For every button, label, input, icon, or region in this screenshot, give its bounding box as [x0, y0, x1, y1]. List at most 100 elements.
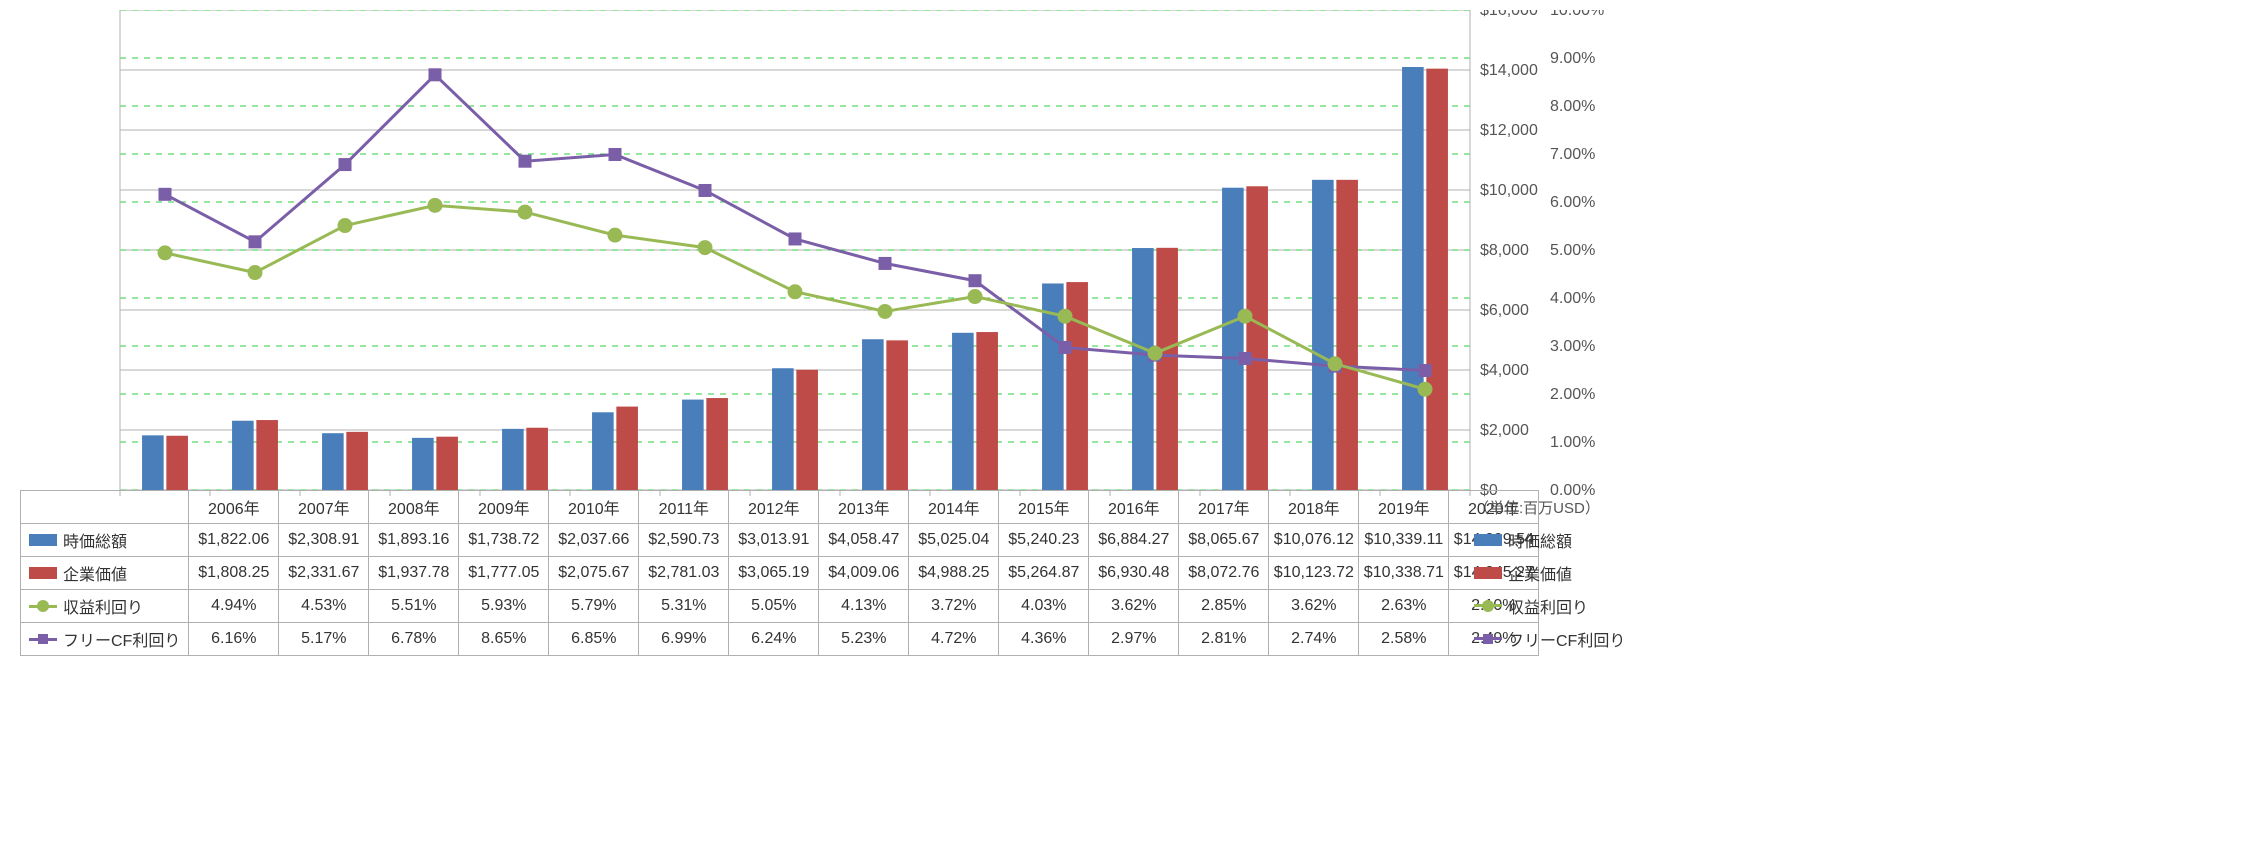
svg-text:1.00%: 1.00% [1550, 434, 1595, 451]
table-row-header: 時価総額 [21, 524, 189, 557]
table-cell: $8,072.76 [1179, 557, 1269, 590]
bar-enterprise-value [166, 436, 188, 490]
svg-text:$4,000: $4,000 [1480, 362, 1529, 379]
table-col-header: 2019年 [1359, 491, 1449, 524]
table-cell: $10,338.71 [1359, 557, 1449, 590]
table-cell: 6.85% [549, 623, 639, 656]
table-cell: $4,988.25 [909, 557, 999, 590]
bar-enterprise-value [526, 428, 548, 490]
table-cell: 2.81% [1179, 623, 1269, 656]
table-col-header: 2016年 [1089, 491, 1179, 524]
bar-market-cap [322, 433, 344, 490]
data-table: 2006年2007年2008年2009年2010年2011年2012年2013年… [20, 490, 1539, 656]
table-cell: $2,075.67 [549, 557, 639, 590]
table-cell: 2.63% [1359, 590, 1449, 623]
bar-enterprise-value [346, 432, 368, 490]
svg-text:8.00%: 8.00% [1550, 98, 1595, 115]
table-col-header: 2018年 [1269, 491, 1359, 524]
table-cell: $10,076.12 [1269, 524, 1359, 557]
bar-enterprise-value [976, 332, 998, 490]
table-cell: $10,123.72 [1269, 557, 1359, 590]
table-cell: $1,777.05 [459, 557, 549, 590]
table-row-header: 企業価値 [21, 557, 189, 590]
table-cell: $3,013.91 [729, 524, 819, 557]
table-col-header: 2011年 [639, 491, 729, 524]
svg-text:7.00%: 7.00% [1550, 146, 1595, 163]
bar-enterprise-value [796, 370, 818, 490]
svg-text:$10,000: $10,000 [1480, 182, 1538, 199]
table-cell: $5,025.04 [909, 524, 999, 557]
table-cell: 4.94% [189, 590, 279, 623]
svg-text:6.00%: 6.00% [1550, 194, 1595, 211]
svg-text:2.00%: 2.00% [1550, 386, 1595, 403]
table-cell: $1,822.06 [189, 524, 279, 557]
table-cell: $1,808.25 [189, 557, 279, 590]
table-cell: $2,781.03 [639, 557, 729, 590]
table-cell: 4.03% [999, 590, 1089, 623]
table-cell: 4.72% [909, 623, 999, 656]
table-cell: 5.51% [369, 590, 459, 623]
bar-market-cap [1222, 188, 1244, 490]
svg-text:$6,000: $6,000 [1480, 302, 1529, 319]
bar-market-cap [502, 429, 524, 490]
table-row-header: 収益利回り [21, 590, 189, 623]
bar-enterprise-value [706, 398, 728, 490]
bar-market-cap [1312, 180, 1334, 490]
svg-text:$12,000: $12,000 [1480, 122, 1538, 139]
table-cell: $5,240.23 [999, 524, 1089, 557]
bar-enterprise-value [1336, 180, 1358, 490]
table-cell: $2,590.73 [639, 524, 729, 557]
table-cell: 5.05% [729, 590, 819, 623]
table-cell: $6,930.48 [1089, 557, 1179, 590]
table-col-header: 2015年 [999, 491, 1089, 524]
table-cell: 3.72% [909, 590, 999, 623]
table-cell: 3.62% [1089, 590, 1179, 623]
table-cell: 6.99% [639, 623, 729, 656]
table-cell: $2,331.67 [279, 557, 369, 590]
legend-item: 収益利回り [1474, 589, 1625, 622]
table-cell: 2.85% [1179, 590, 1269, 623]
table-corner [21, 491, 189, 524]
table-cell: 6.24% [729, 623, 819, 656]
table-cell: $6,884.27 [1089, 524, 1179, 557]
bar-enterprise-value [256, 420, 278, 490]
svg-text:$2,000: $2,000 [1480, 422, 1529, 439]
table-cell: $10,339.11 [1359, 524, 1449, 557]
bar-enterprise-value [436, 437, 458, 490]
table-cell: 3.62% [1269, 590, 1359, 623]
table-cell: 8.65% [459, 623, 549, 656]
table-cell: $2,037.66 [549, 524, 639, 557]
legend-item: 時価総額 [1474, 523, 1625, 556]
table-cell: $3,065.19 [729, 557, 819, 590]
bar-enterprise-value [616, 407, 638, 490]
table-cell: $1,937.78 [369, 557, 459, 590]
unit-note: （単位:百万USD） [1474, 497, 1600, 518]
table-col-header: 2014年 [909, 491, 999, 524]
table-cell: 5.17% [279, 623, 369, 656]
table-col-header: 2009年 [459, 491, 549, 524]
table-cell: 2.74% [1269, 623, 1359, 656]
table-cell: 5.23% [819, 623, 909, 656]
table-cell: $1,738.72 [459, 524, 549, 557]
legend-item: フリーCF利回り [1474, 622, 1625, 655]
bar-market-cap [412, 438, 434, 490]
table-col-header: 2006年 [189, 491, 279, 524]
table-cell: 4.53% [279, 590, 369, 623]
bar-market-cap [142, 435, 164, 490]
table-row-header: フリーCF利回り [21, 623, 189, 656]
bar-market-cap [682, 400, 704, 490]
chart-svg: $0$2,000$4,000$6,000$8,000$10,000$12,000… [20, 10, 1630, 500]
table-col-header: 2013年 [819, 491, 909, 524]
svg-text:10.00%: 10.00% [1550, 10, 1604, 19]
svg-text:$16,000: $16,000 [1480, 10, 1538, 19]
table-cell: $5,264.87 [999, 557, 1089, 590]
svg-text:4.00%: 4.00% [1550, 290, 1595, 307]
table-cell: 5.79% [549, 590, 639, 623]
table-cell: 6.16% [189, 623, 279, 656]
bar-market-cap [232, 421, 254, 490]
svg-text:3.00%: 3.00% [1550, 338, 1595, 355]
bar-enterprise-value [1156, 248, 1178, 490]
bar-market-cap [772, 368, 794, 490]
table-cell: $4,058.47 [819, 524, 909, 557]
bar-market-cap [862, 339, 884, 490]
